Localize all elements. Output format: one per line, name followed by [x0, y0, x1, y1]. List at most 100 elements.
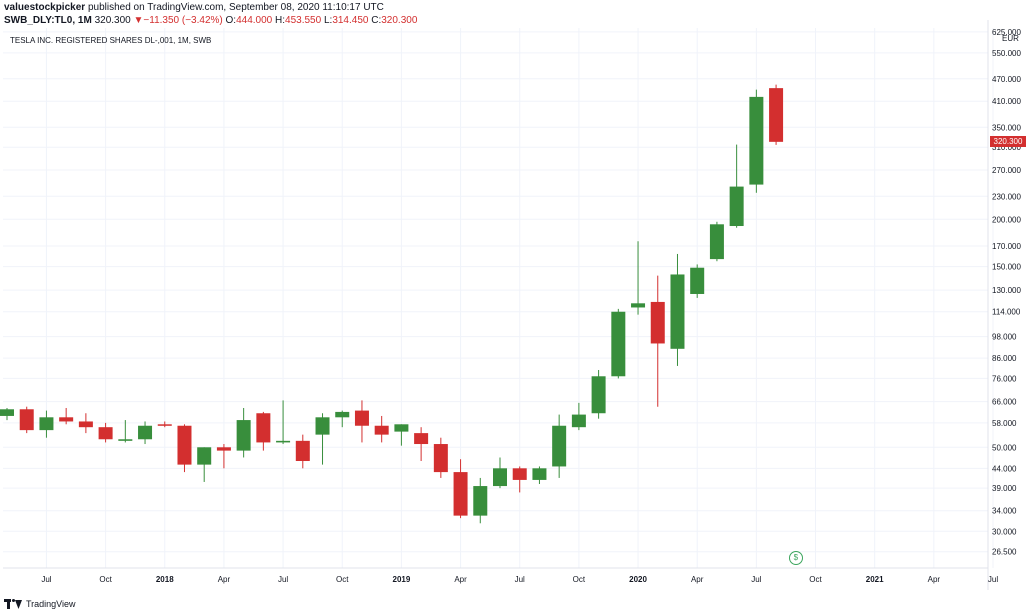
candle-body[interactable]	[197, 447, 212, 465]
x-tick-label: 2018	[156, 575, 174, 584]
tradingview-logo[interactable]: TradingView	[4, 599, 76, 609]
candle-body[interactable]	[118, 439, 133, 441]
candle-body[interactable]	[769, 88, 784, 142]
candle-body[interactable]	[650, 301, 665, 344]
candle-body[interactable]	[138, 425, 153, 440]
chart-title: TESLA INC. REGISTERED SHARES DL-,001, 1M…	[10, 36, 212, 45]
ohlc-legend: SWB_DLY:TL0, 1M 320.300 ▼−11.350 (−3.42%…	[4, 15, 417, 27]
x-tick-label: Jul	[751, 575, 761, 584]
candle-body[interactable]	[591, 376, 606, 414]
y-tick-label: 130.000	[992, 286, 1021, 295]
candle-body[interactable]	[0, 409, 14, 416]
low-label: L:	[323, 15, 333, 26]
close-value: 320.300	[381, 15, 418, 26]
y-tick-label: 625.000	[992, 28, 1021, 37]
open-value: 444.000	[236, 15, 273, 26]
y-tick-label: 76.000	[992, 374, 1017, 383]
y-tick-label: 270.000	[992, 166, 1021, 175]
candle-body[interactable]	[374, 425, 389, 435]
x-tick-label: Jul	[515, 575, 525, 584]
candle-body[interactable]	[611, 311, 626, 377]
candle-body[interactable]	[749, 96, 764, 185]
y-tick-label: 230.000	[992, 192, 1021, 201]
x-tick-label: 2019	[393, 575, 411, 584]
tradingview-logo-text: TradingView	[26, 599, 76, 609]
candle-body[interactable]	[98, 427, 113, 440]
low-value: 314.450	[332, 15, 369, 26]
candle-body[interactable]	[39, 417, 54, 431]
y-tick-label: 410.000	[992, 97, 1021, 106]
currency-label: EUR	[1002, 34, 1019, 43]
y-tick-label: 310.000	[992, 143, 1021, 152]
y-tick-label: 550.000	[992, 49, 1021, 58]
publish-header: valuestockpicker published on TradingVie…	[4, 2, 384, 14]
x-tick-label: 2021	[866, 575, 884, 584]
candle-body[interactable]	[236, 420, 251, 451]
candle-body[interactable]	[394, 424, 409, 432]
symbol-label: SWB_DLY:TL0, 1M	[4, 15, 92, 26]
candle-body[interactable]	[493, 468, 507, 487]
author-name[interactable]: valuestockpicker	[4, 2, 86, 13]
candle-body[interactable]	[216, 447, 231, 451]
x-tick-label: Jul	[278, 575, 288, 584]
candle-body[interactable]	[78, 421, 93, 428]
candle-body[interactable]	[690, 267, 705, 294]
candle-body[interactable]	[453, 472, 468, 516]
candle-body[interactable]	[315, 417, 330, 435]
x-tick-label: 2020	[629, 575, 647, 584]
candle-body[interactable]	[256, 413, 271, 443]
y-tick-label: 30.000	[992, 527, 1017, 536]
last-price: 320.300	[94, 15, 131, 26]
down-arrow-icon: ▼	[133, 15, 144, 26]
candle-body[interactable]	[532, 468, 547, 480]
x-tick-label: Oct	[336, 575, 349, 584]
y-tick-label: 26.500	[992, 548, 1017, 557]
candle-body[interactable]	[335, 411, 350, 418]
candle-body[interactable]	[276, 440, 291, 443]
candle-body[interactable]	[433, 444, 448, 473]
candle-body[interactable]	[59, 417, 74, 422]
dollar-circle-icon[interactable]: $	[788, 551, 803, 565]
y-tick-label: 200.000	[992, 215, 1021, 224]
candle-body[interactable]	[295, 440, 310, 462]
y-tick-label: 350.000	[992, 123, 1021, 132]
x-tick-label: Apr	[928, 575, 941, 584]
candle-body[interactable]	[552, 425, 567, 467]
tradingview-mark-icon	[4, 599, 22, 609]
candle-body[interactable]	[512, 468, 527, 480]
x-tick-label: Jul	[41, 575, 51, 584]
y-tick-label: 114.000	[992, 308, 1021, 317]
candle-body[interactable]	[631, 303, 646, 308]
candle-body[interactable]	[571, 414, 586, 428]
y-tick-label: 34.000	[992, 507, 1017, 516]
x-tick-label: Oct	[809, 575, 822, 584]
candle-body[interactable]	[19, 409, 34, 431]
y-tick-label: 470.000	[992, 75, 1021, 84]
published-text: published on TradingView.com, September …	[85, 2, 384, 13]
candle-body[interactable]	[670, 274, 685, 349]
high-label: H:	[275, 15, 286, 26]
candle-body[interactable]	[709, 224, 724, 260]
open-label: O:	[225, 15, 237, 26]
candle-body[interactable]	[729, 186, 744, 227]
y-tick-label: 170.000	[992, 242, 1021, 251]
x-tick-label: Apr	[691, 575, 704, 584]
y-tick-label: 66.000	[992, 398, 1017, 407]
x-tick-label: Oct	[573, 575, 586, 584]
candle-body[interactable]	[354, 410, 369, 426]
x-tick-label: Apr	[218, 575, 231, 584]
candle-body[interactable]	[473, 486, 488, 516]
x-tick-label: Jul	[988, 575, 998, 584]
y-tick-label: 58.000	[992, 419, 1017, 428]
y-tick-label: 150.000	[992, 263, 1021, 272]
x-tick-label: Apr	[454, 575, 467, 584]
last-price-tag: 320.300	[990, 136, 1026, 148]
candle-body[interactable]	[157, 424, 172, 426]
close-label: C:	[371, 15, 382, 26]
candle-body[interactable]	[414, 433, 429, 445]
y-tick-label: 44.000	[992, 464, 1017, 473]
y-tick-label: 39.000	[992, 484, 1017, 493]
candle-body[interactable]	[177, 425, 192, 465]
y-tick-label: 50.000	[992, 443, 1017, 452]
